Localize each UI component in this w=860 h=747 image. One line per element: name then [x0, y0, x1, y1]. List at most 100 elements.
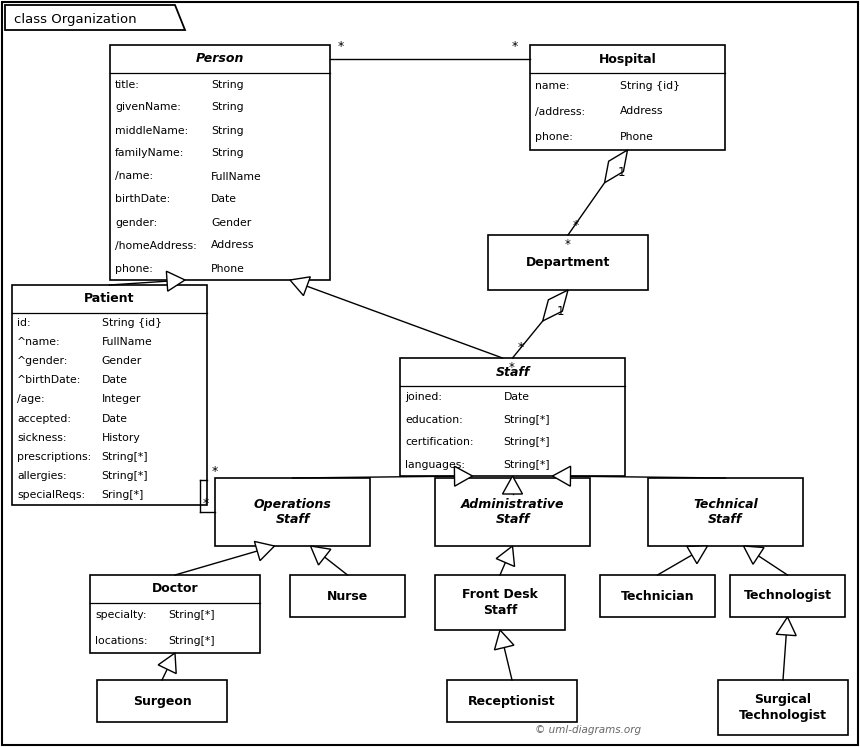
Bar: [400, 358, 625, 476]
Text: Technician: Technician: [621, 589, 694, 603]
Text: Address: Address: [620, 107, 663, 117]
Polygon shape: [454, 466, 472, 486]
Bar: [12, 285, 207, 505]
Polygon shape: [552, 466, 571, 486]
Text: Front Desk
Staff: Front Desk Staff: [462, 589, 538, 616]
Polygon shape: [502, 476, 523, 494]
Text: *: *: [518, 341, 524, 355]
Text: /age:: /age:: [17, 394, 45, 404]
Text: ^gender:: ^gender:: [17, 356, 69, 366]
Text: /address:: /address:: [535, 107, 585, 117]
Text: *: *: [203, 498, 209, 510]
Text: Receptionist: Receptionist: [468, 695, 556, 707]
Text: Sring[*]: Sring[*]: [101, 490, 144, 500]
Text: Integer: Integer: [101, 394, 141, 404]
Bar: [435, 575, 565, 630]
Text: specialReqs:: specialReqs:: [17, 490, 85, 500]
Text: Patient: Patient: [84, 293, 135, 306]
Text: String: String: [212, 149, 244, 158]
Text: *: *: [338, 40, 344, 53]
Text: Phone: Phone: [212, 264, 245, 273]
Polygon shape: [687, 546, 708, 564]
Text: ^name:: ^name:: [17, 337, 60, 347]
Text: givenName:: givenName:: [115, 102, 181, 113]
Text: phone:: phone:: [115, 264, 153, 273]
Text: Phone: Phone: [620, 132, 654, 142]
Text: locations:: locations:: [95, 636, 148, 645]
Polygon shape: [744, 546, 764, 564]
Text: Address: Address: [212, 241, 255, 250]
Text: Technical
Staff: Technical Staff: [693, 498, 758, 526]
Text: Gender: Gender: [212, 217, 251, 228]
Text: String[*]: String[*]: [101, 452, 148, 462]
Text: sickness:: sickness:: [17, 433, 66, 443]
Polygon shape: [494, 630, 514, 650]
Bar: [290, 575, 405, 617]
Bar: [90, 575, 260, 653]
Text: Hospital: Hospital: [599, 52, 656, 66]
Polygon shape: [605, 150, 628, 183]
Text: Doctor: Doctor: [151, 583, 199, 595]
Bar: [110, 45, 330, 280]
Polygon shape: [255, 542, 274, 561]
Text: String[*]: String[*]: [169, 610, 215, 621]
Text: 1: 1: [556, 306, 564, 318]
Text: Gender: Gender: [101, 356, 142, 366]
Text: FullName: FullName: [212, 172, 262, 182]
Bar: [718, 680, 848, 735]
Text: String: String: [212, 102, 244, 113]
Text: *: *: [509, 361, 515, 374]
Text: String[*]: String[*]: [169, 636, 215, 645]
Text: /homeAddress:: /homeAddress:: [115, 241, 197, 250]
Text: Date: Date: [503, 392, 530, 402]
Text: String {id}: String {id}: [101, 317, 162, 328]
Text: prescriptions:: prescriptions:: [17, 452, 91, 462]
Text: Department: Department: [525, 256, 611, 269]
Text: languages:: languages:: [405, 459, 465, 470]
Text: String[*]: String[*]: [503, 459, 550, 470]
Text: Staff: Staff: [495, 365, 530, 379]
Text: String[*]: String[*]: [101, 471, 148, 481]
Text: gender:: gender:: [115, 217, 157, 228]
Text: /name:: /name:: [115, 172, 153, 182]
Text: String: String: [212, 79, 244, 90]
Bar: [530, 45, 725, 150]
Text: familyName:: familyName:: [115, 149, 184, 158]
Text: ^birthDate:: ^birthDate:: [17, 375, 82, 385]
Polygon shape: [310, 546, 331, 565]
Text: History: History: [101, 433, 140, 443]
Text: *: *: [212, 465, 218, 479]
Bar: [488, 235, 648, 290]
Bar: [215, 478, 370, 546]
Polygon shape: [5, 5, 185, 30]
Bar: [97, 680, 227, 722]
Text: allergies:: allergies:: [17, 471, 66, 481]
Text: Nurse: Nurse: [327, 589, 368, 603]
Text: Operations
Staff: Operations Staff: [254, 498, 331, 526]
Bar: [435, 478, 590, 546]
Text: Surgical
Technologist: Surgical Technologist: [739, 693, 827, 722]
Text: title:: title:: [115, 79, 140, 90]
Text: Person: Person: [196, 52, 244, 66]
Text: *: *: [512, 40, 518, 53]
Polygon shape: [777, 617, 796, 636]
Polygon shape: [543, 290, 568, 321]
Text: joined:: joined:: [405, 392, 442, 402]
Text: middleName:: middleName:: [115, 125, 188, 135]
Text: String {id}: String {id}: [620, 81, 679, 91]
Text: String: String: [212, 125, 244, 135]
Text: String[*]: String[*]: [503, 415, 550, 425]
Text: Date: Date: [101, 375, 127, 385]
Text: class Organization: class Organization: [14, 13, 137, 26]
Text: birthDate:: birthDate:: [115, 194, 170, 205]
Text: accepted:: accepted:: [17, 414, 71, 424]
Text: name:: name:: [535, 81, 569, 91]
Bar: [600, 575, 715, 617]
Text: 1: 1: [617, 167, 625, 179]
Text: certification:: certification:: [405, 437, 474, 447]
Text: String[*]: String[*]: [503, 437, 550, 447]
Text: education:: education:: [405, 415, 463, 425]
Polygon shape: [158, 653, 176, 674]
Text: Administrative
Staff: Administrative Staff: [461, 498, 564, 526]
Text: FullName: FullName: [101, 337, 152, 347]
